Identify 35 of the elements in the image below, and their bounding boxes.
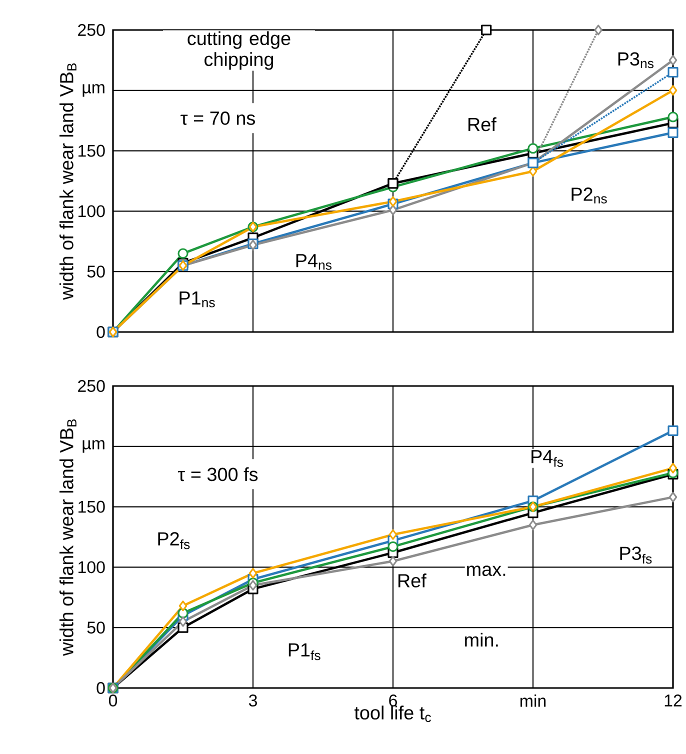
y-tick-label: 50 xyxy=(87,266,105,278)
y-tick-label: 0 xyxy=(96,682,105,694)
y-axis-title: width of flank wear land VB$_{B}$ xyxy=(60,63,77,300)
x-tick-label: 3 xyxy=(249,694,258,707)
y-tick-label: 150 xyxy=(78,500,105,513)
y-axis-title: width of flank wear land VB$_{B}$ xyxy=(60,419,77,656)
y-tick-label: 0 xyxy=(96,326,105,338)
x-tick-label: min xyxy=(520,694,546,707)
text: τ = 70 ns xyxy=(180,111,256,125)
x-tick-label: 12 xyxy=(665,694,682,706)
annotation: P4$_{ns}$ xyxy=(296,254,332,270)
y-tick-label: 150 xyxy=(78,144,105,157)
annotation: cutting edge chipping xyxy=(188,31,290,70)
y-tick-label: 100 xyxy=(78,561,105,574)
annotation: Ref xyxy=(398,574,427,588)
y-tick-label: µm xyxy=(82,440,104,453)
annotation: P1$_{fs}$ xyxy=(289,643,320,660)
y-tick-label: 100 xyxy=(78,205,105,218)
text: τ = 300 fs xyxy=(178,467,258,482)
y-tick-label: 50 xyxy=(87,622,105,634)
x-axis-title: tool life t$_{c}$ xyxy=(354,706,432,722)
y-tick-label: µm xyxy=(82,84,104,97)
annotation: P2$_{ns}$ xyxy=(572,188,607,204)
annotation: P3$_{ns}$ xyxy=(618,52,654,68)
annotation: max. xyxy=(467,566,506,576)
annotation: P3$_{fs}$ xyxy=(620,546,652,564)
annotation: Ref xyxy=(468,117,497,132)
annotation: P2$_{fs}$ xyxy=(158,532,190,550)
annotation: P1$_{ns}$ xyxy=(180,292,215,308)
y-tick-label: 250 xyxy=(78,24,105,36)
y-tick-label: 250 xyxy=(78,380,105,392)
x-tick-label: 0 xyxy=(109,694,118,707)
annotation: min. xyxy=(465,632,498,647)
x-tick-label: 6 xyxy=(389,694,398,707)
annotation: P4$_{fs}$ xyxy=(532,450,564,467)
